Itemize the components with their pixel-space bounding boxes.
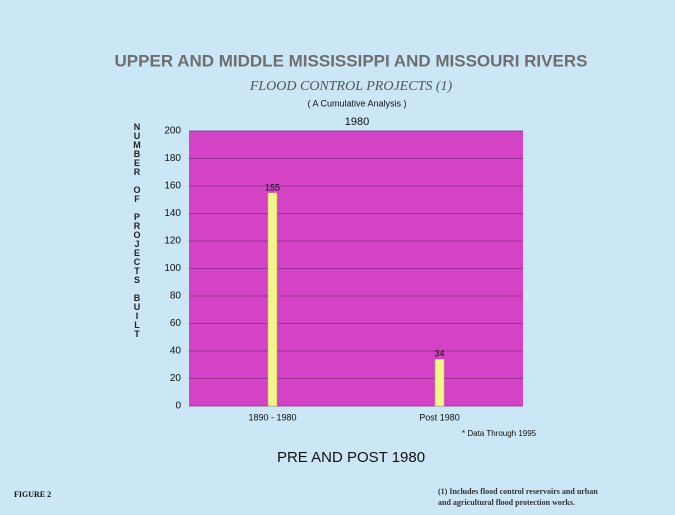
y-tick-label: 120 [164,236,181,247]
footnote: and agricultural flood protection works. [438,498,575,507]
bar [267,192,278,407]
y-tick-label: 0 [175,401,181,412]
value-label: 34 [434,349,444,359]
figure-label: FIGURE 2 [14,490,51,499]
y-tick-label: 160 [164,181,181,192]
footnote: (1) Includes flood control reservoirs an… [438,487,598,496]
y-tick-label: 200 [164,126,181,137]
caption: PRE AND POST 1980 [277,449,425,466]
y-tick-label: 40 [170,346,182,357]
y-tick-label: 60 [170,318,182,329]
y-tick-label: 80 [170,291,182,302]
year-label: 1980 [345,116,369,128]
data-note: * Data Through 1995 [462,429,537,438]
y-tick-label: 20 [170,373,182,384]
y-axis-label: NUMBER OF PROJECTS BUILT [132,122,142,338]
bar [434,359,445,407]
y-tick-label: 100 [164,263,181,274]
x-tick-label: 1890 - 1980 [248,412,296,422]
value-label: 155 [265,182,280,192]
chart-subtitle: FLOOD CONTROL PROJECTS (1) [249,79,453,94]
y-tick-label: 180 [164,153,181,164]
y-tick-label: 140 [164,208,181,219]
x-tick-label: Post 1980 [419,412,460,422]
chart-title: UPPER AND MIDDLE MISSISSIPPI AND MISSOUR… [115,51,588,70]
note: ( A Cumulative Analysis ) [307,98,406,108]
